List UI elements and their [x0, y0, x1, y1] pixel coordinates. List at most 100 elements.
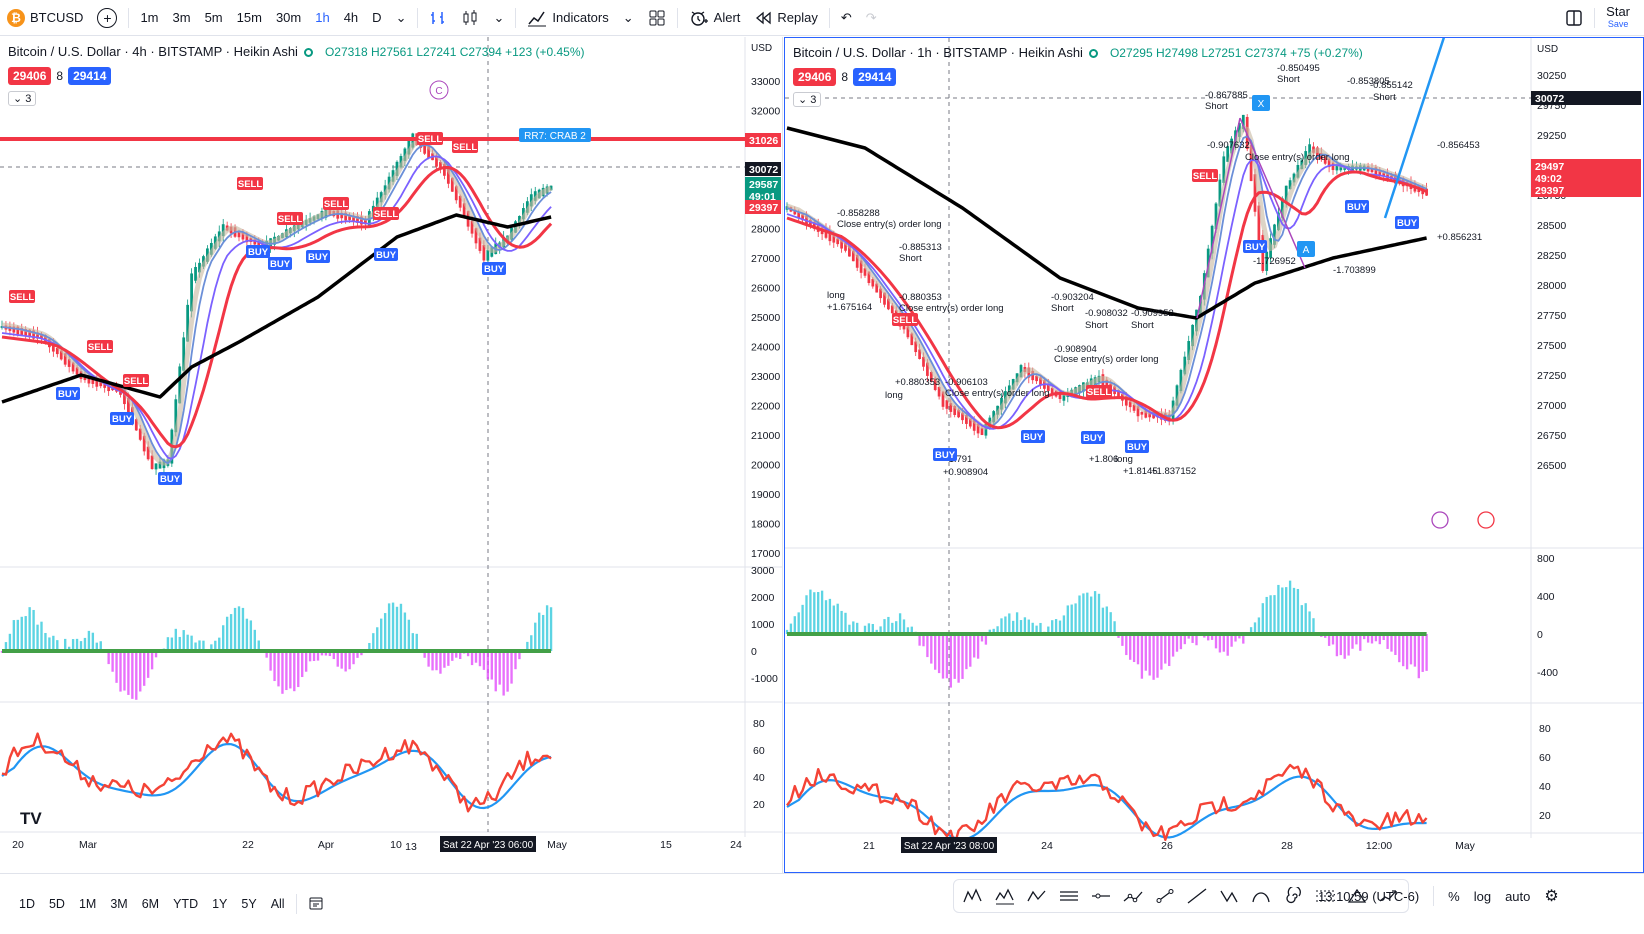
chart-pane-4h[interactable]: Bitcoin / U.S. Dollar · 4h · BITSTAMP · … — [0, 37, 783, 873]
timeframe-15m[interactable]: 15m — [236, 10, 262, 25]
oscillator-bar — [1331, 634, 1335, 645]
range-all[interactable]: All — [270, 897, 285, 911]
pattern-leg — [1239, 117, 1306, 269]
buy-signal-bg — [246, 245, 270, 258]
oscillator-bar — [451, 651, 454, 661]
candle-body — [344, 212, 348, 221]
chart-type-bars-button[interactable] — [422, 0, 454, 36]
channel-icon[interactable] — [1056, 883, 1082, 909]
path-icon[interactable] — [1120, 883, 1146, 909]
sell-signal-bg — [87, 340, 113, 353]
candle-body — [941, 391, 945, 407]
curve-icon[interactable] — [1248, 883, 1274, 909]
trend-line-icon[interactable] — [1152, 883, 1178, 909]
rsi-tick-label: 20 — [753, 799, 765, 811]
oscillator-bar — [233, 607, 237, 651]
oscillator-bar — [1015, 612, 1019, 634]
fib-channel-icon[interactable] — [1312, 883, 1338, 909]
range-1d[interactable]: 1D — [19, 897, 35, 911]
xabcd-pattern-icon[interactable] — [960, 883, 986, 909]
timeframe-dropdown[interactable]: ⌄ — [389, 0, 414, 36]
candle-body — [1370, 168, 1374, 173]
chart-canvas[interactable]: USD3025029750292502900028750285002825028… — [785, 38, 1643, 872]
clock-timezone[interactable]: 13:10:59 (UTC-6) — [1318, 888, 1420, 904]
oscillator-bar — [996, 626, 999, 634]
oscillator-bar — [269, 651, 272, 671]
sell-signal-bg — [1192, 169, 1218, 182]
chart-type-candles-button[interactable] — [454, 0, 486, 36]
collapse-indicators-button[interactable]: ⌄ 3 — [8, 91, 37, 106]
sell-price-button[interactable]: 29406 — [8, 67, 52, 85]
layout-button[interactable] — [641, 0, 673, 36]
crosshair-time-bg — [440, 836, 536, 852]
log-scale-toggle[interactable]: log — [1473, 888, 1492, 904]
candles-chart-icon — [463, 9, 477, 25]
timeframe-d[interactable]: D — [372, 10, 382, 25]
buy-price-button[interactable]: 29414 — [853, 68, 897, 86]
timeframe-5m[interactable]: 5m — [204, 10, 223, 25]
oscillator-bar — [1214, 634, 1218, 649]
candle-body — [1210, 225, 1214, 254]
sell-price-button[interactable]: 29406 — [793, 68, 837, 86]
polyline-icon[interactable] — [1216, 883, 1242, 909]
spiral-icon[interactable] — [1280, 883, 1306, 909]
alert-button[interactable]: Alert — [682, 0, 748, 36]
oscillator-bar — [1253, 622, 1257, 634]
oscillator-bar — [502, 651, 505, 696]
currency-label: USD — [1537, 44, 1558, 55]
candle-body — [797, 211, 801, 218]
timeframe-1h[interactable]: 1h — [315, 10, 330, 25]
buy-price-button[interactable]: 29414 — [68, 67, 112, 85]
oscillator-bar — [210, 644, 213, 651]
timeframe-1m[interactable]: 1m — [140, 10, 159, 25]
candle-body — [1046, 384, 1050, 391]
candle-body — [1292, 173, 1296, 183]
timeframe-3m[interactable]: 3m — [172, 10, 191, 25]
range-5y[interactable]: 5Y — [241, 897, 257, 911]
symbol-search[interactable]: ₿ BTCUSD — [0, 0, 90, 36]
chart-legend: Bitcoin / U.S. Dollar · 4h · BITSTAMP · … — [8, 44, 584, 59]
collapse-indicators-button[interactable]: ⌄ 3 — [793, 92, 822, 107]
chart-title[interactable]: Bitcoin / U.S. Dollar · 4h · BITSTAMP · … — [8, 44, 298, 59]
range-1y[interactable]: 1Y — [212, 897, 228, 911]
oscillator-bar — [801, 604, 804, 634]
chart-type-dropdown[interactable]: ⌄ — [486, 0, 511, 36]
save-layout-button[interactable]: Star Save — [1599, 0, 1644, 36]
chart-canvas[interactable]: USD3300032000310003000029000280002700026… — [0, 37, 783, 873]
percent-scale-toggle[interactable]: % — [1448, 888, 1460, 904]
range-5d[interactable]: 5D — [48, 897, 65, 911]
sell-signal-label: SELL — [374, 209, 398, 220]
oscillator-bar — [1355, 634, 1358, 645]
indicators-button[interactable]: Indicators — [520, 0, 615, 36]
goto-date-button[interactable] — [301, 895, 331, 914]
chart-pane-1h[interactable]: Bitcoin / U.S. Dollar · 1h · BITSTAMP · … — [784, 37, 1644, 873]
timeframe-4h[interactable]: 4h — [343, 10, 359, 25]
forecast-icon[interactable] — [1376, 883, 1402, 909]
indicators-dropdown[interactable]: ⌄ — [616, 0, 641, 36]
candle-body — [1195, 309, 1198, 332]
measure-icon[interactable] — [1344, 883, 1370, 909]
strategy-annotation: Short — [1085, 320, 1108, 331]
chart-title[interactable]: Bitcoin / U.S. Dollar · 1h · BITSTAMP · … — [793, 45, 1083, 60]
panels-toggle-button[interactable] — [1558, 0, 1590, 36]
oscillator-bar — [1421, 634, 1424, 672]
replay-button[interactable]: Replay — [747, 0, 824, 36]
elliott-wave-icon[interactable] — [992, 883, 1018, 909]
oscillator-bar — [518, 651, 521, 660]
range-ytd[interactable]: YTD — [173, 897, 199, 911]
horizontal-ray-icon[interactable] — [1088, 883, 1114, 909]
candle-body — [1378, 169, 1382, 177]
candle-body — [1191, 324, 1194, 347]
redo-button[interactable]: ↷ — [859, 0, 884, 36]
abc-pattern-icon[interactable] — [1024, 883, 1050, 909]
auto-scale-toggle[interactable]: auto — [1505, 888, 1531, 904]
range-3m[interactable]: 3M — [110, 897, 128, 911]
timeframe-30m[interactable]: 30m — [275, 10, 302, 25]
compare-symbol-button[interactable]: + — [90, 0, 124, 36]
undo-button[interactable]: ↶ — [834, 0, 859, 36]
extended-line-icon[interactable] — [1184, 883, 1210, 909]
range-6m[interactable]: 6M — [141, 897, 160, 911]
time-tick-label: May — [547, 839, 568, 851]
settings-gear-icon[interactable]: ⚙ — [1544, 888, 1559, 905]
range-1m[interactable]: 1M — [78, 897, 97, 911]
